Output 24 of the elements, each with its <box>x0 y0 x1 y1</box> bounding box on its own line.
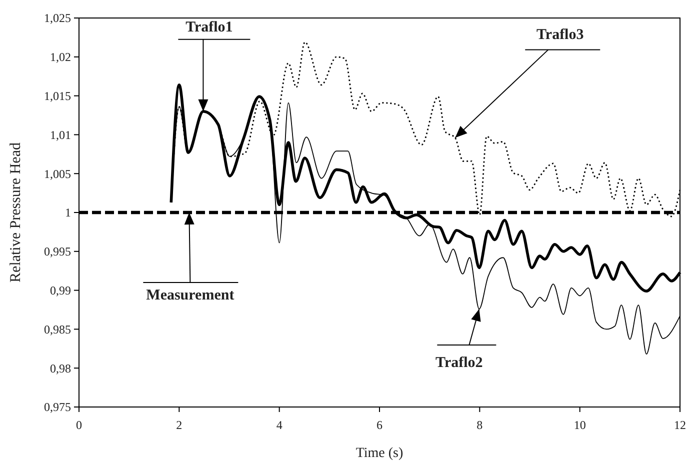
y-axis-title: Relative Pressure Head <box>8 142 24 282</box>
annotation: Traflo1 <box>186 19 233 36</box>
x-tick-label: 0 <box>76 418 82 432</box>
x-tick-label: 12 <box>674 418 686 432</box>
x-tick-label: 2 <box>176 418 182 432</box>
y-tick-label: 1,015 <box>44 89 71 103</box>
annotation: Measurement <box>146 288 234 304</box>
y-tick-label: 0,99 <box>50 284 71 298</box>
y-tick-label: 0,985 <box>44 322 71 336</box>
y-tick-label: 0,995 <box>44 244 71 259</box>
x-tick-label: 10 <box>574 418 586 432</box>
x-axis-title: Time (s) <box>356 446 404 461</box>
y-tick-label: 1,005 <box>44 166 71 181</box>
y-tick-label: 1 <box>65 206 71 220</box>
x-tick-label: 8 <box>476 418 483 432</box>
y-tick-label: 1,01 <box>50 128 71 142</box>
y-tick-label: 0,975 <box>44 400 71 414</box>
y-tick-label: 0,98 <box>50 361 71 376</box>
y-tick-label: 1,02 <box>50 50 71 64</box>
x-tick-label: 6 <box>376 418 382 432</box>
annotation: Traflo3 <box>536 26 584 43</box>
y-tick-label: 1,025 <box>44 11 71 26</box>
annotation: Traflo2 <box>436 354 483 371</box>
x-tick-label: 4 <box>276 418 282 432</box>
